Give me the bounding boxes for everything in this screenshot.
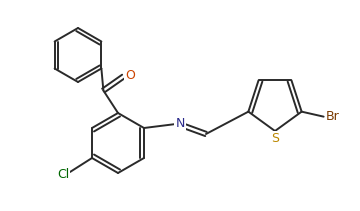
Text: Br: Br	[326, 110, 339, 123]
Text: N: N	[175, 116, 185, 130]
Text: O: O	[125, 69, 135, 82]
Text: Cl: Cl	[57, 168, 69, 180]
Text: S: S	[271, 131, 279, 145]
